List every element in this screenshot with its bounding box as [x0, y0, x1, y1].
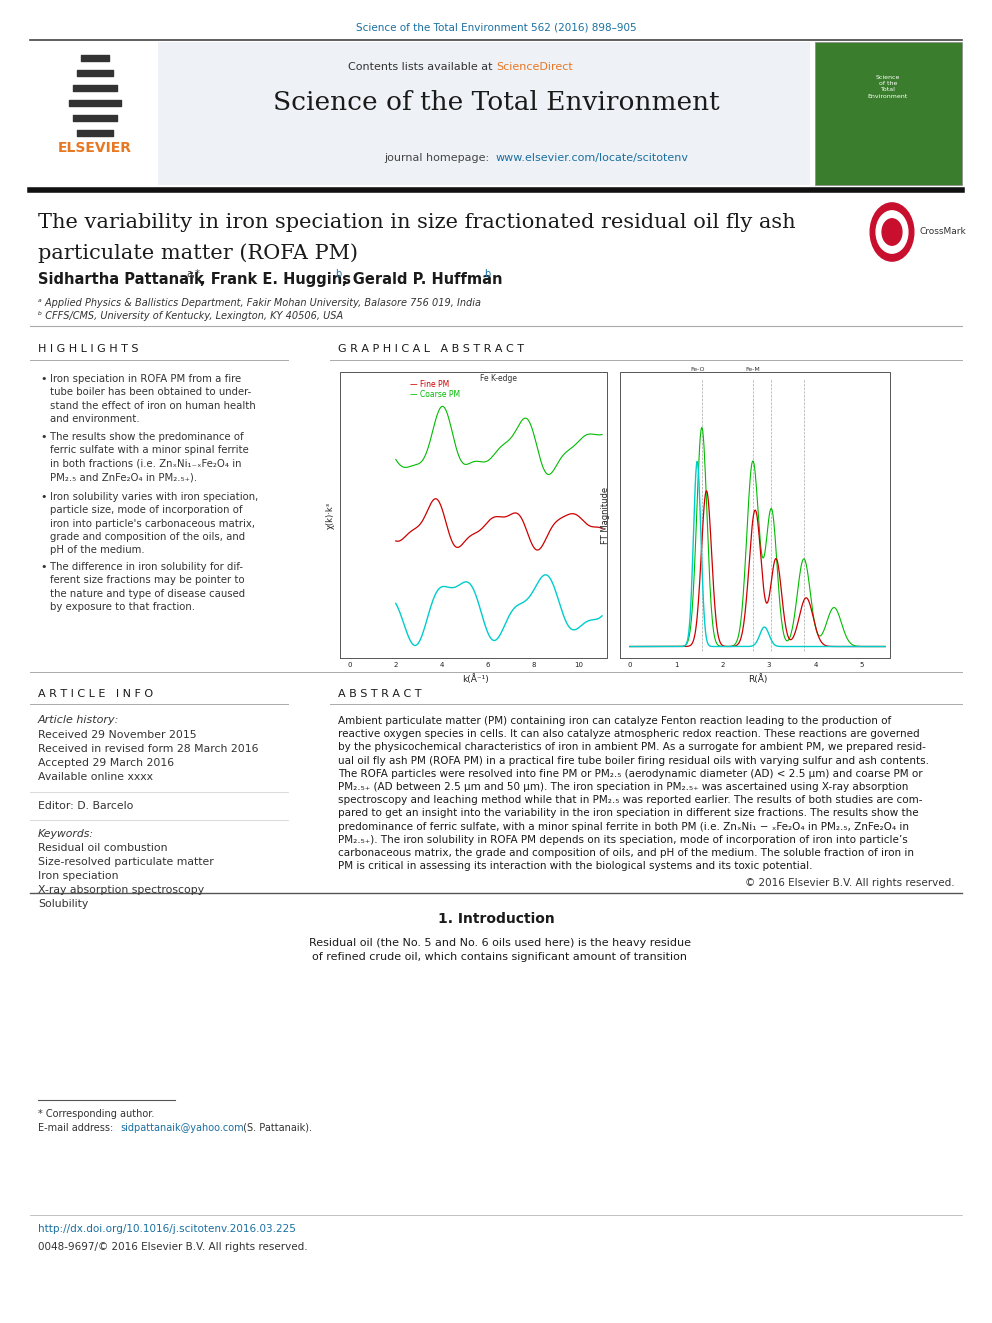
Text: 1. Introduction: 1. Introduction	[437, 912, 555, 926]
Text: particulate matter (ROFA PM): particulate matter (ROFA PM)	[38, 243, 358, 263]
Text: by the physicochemical characteristics of iron in ambient PM. As a surrogate for: by the physicochemical characteristics o…	[338, 742, 926, 753]
Text: Iron solubility varies with iron speciation,
particle size, mode of incorporatio: Iron solubility varies with iron speciat…	[50, 492, 258, 556]
Text: , Gerald P. Huffman: , Gerald P. Huffman	[342, 273, 503, 287]
Text: •: •	[40, 433, 47, 442]
Text: a,*: a,*	[186, 269, 199, 279]
Text: 1: 1	[674, 662, 679, 668]
Text: R(Å): R(Å)	[748, 673, 767, 684]
Text: k(Å⁻¹): k(Å⁻¹)	[462, 673, 489, 684]
Text: 4: 4	[813, 662, 817, 668]
Text: Science of the Total Environment: Science of the Total Environment	[273, 90, 719, 115]
Text: Ambient particulate matter (PM) containing iron can catalyze Fenton reaction lea: Ambient particulate matter (PM) containi…	[338, 716, 891, 726]
Text: PM is critical in assessing its interaction with the biological systems and its : PM is critical in assessing its interact…	[338, 861, 812, 872]
Text: (S. Pattanaik).: (S. Pattanaik).	[240, 1123, 312, 1132]
Text: Article history:: Article history:	[38, 714, 119, 725]
Text: b: b	[484, 269, 490, 279]
Text: Sidhartha Pattanaik: Sidhartha Pattanaik	[38, 273, 203, 287]
Text: journal homepage:: journal homepage:	[384, 153, 496, 163]
Text: 8: 8	[531, 662, 536, 668]
Text: carbonaceous matrix, the grade and composition of oils, and pH of the medium. Th: carbonaceous matrix, the grade and compo…	[338, 848, 914, 859]
Text: , Frank E. Huggins: , Frank E. Huggins	[200, 273, 351, 287]
Text: Fe-O: Fe-O	[689, 366, 704, 372]
Text: 2: 2	[394, 662, 398, 668]
Text: Science
of the
Total
Environment: Science of the Total Environment	[868, 75, 908, 99]
Text: Contents lists available at: Contents lists available at	[348, 62, 496, 71]
Text: http://dx.doi.org/10.1016/j.scitotenv.2016.03.225: http://dx.doi.org/10.1016/j.scitotenv.20…	[38, 1224, 296, 1234]
Text: The variability in iron speciation in size fractionated residual oil fly ash: The variability in iron speciation in si…	[38, 213, 796, 232]
Text: •: •	[40, 562, 47, 572]
Text: ᵃ Applied Physics & Ballistics Department, Fakir Mohan University, Balasore 756 : ᵃ Applied Physics & Ballistics Departmen…	[38, 298, 481, 308]
Text: •: •	[40, 492, 47, 501]
Text: The ROFA particles were resolved into fine PM or PM₂.₅ (aerodynamic diameter (AD: The ROFA particles were resolved into fi…	[338, 769, 923, 779]
Text: FT Magnitude: FT Magnitude	[600, 487, 610, 544]
Text: 2: 2	[720, 662, 725, 668]
Text: Accepted 29 March 2016: Accepted 29 March 2016	[38, 758, 175, 767]
Text: 6: 6	[485, 662, 490, 668]
Text: PM₂.₅₊). The iron solubility in ROFA PM depends on its speciation, mode of incor: PM₂.₅₊). The iron solubility in ROFA PM …	[338, 835, 908, 845]
Text: The difference in iron solubility for dif-
ferent size fractions may be pointer : The difference in iron solubility for di…	[50, 562, 245, 613]
Text: Residual oil combustion: Residual oil combustion	[38, 843, 168, 853]
Text: Keywords:: Keywords:	[38, 830, 94, 839]
Circle shape	[876, 210, 908, 253]
Text: Available online xxxx: Available online xxxx	[38, 773, 153, 782]
Text: ScienceDirect: ScienceDirect	[496, 62, 572, 71]
Text: b: b	[335, 269, 341, 279]
Text: Iron speciation in ROFA PM from a fire
tube boiler has been obtained to under-
s: Iron speciation in ROFA PM from a fire t…	[50, 374, 256, 425]
Text: www.elsevier.com/locate/scitotenv: www.elsevier.com/locate/scitotenv	[496, 153, 689, 163]
Text: 4: 4	[439, 662, 443, 668]
Text: CrossMark: CrossMark	[920, 228, 967, 237]
Text: G R A P H I C A L   A B S T R A C T: G R A P H I C A L A B S T R A C T	[338, 344, 524, 355]
FancyBboxPatch shape	[815, 42, 962, 185]
Text: H I G H L I G H T S: H I G H L I G H T S	[38, 344, 139, 355]
Text: Received 29 November 2015: Received 29 November 2015	[38, 730, 196, 740]
Text: pared to get an insight into the variability in the iron speciation in different: pared to get an insight into the variabi…	[338, 808, 919, 819]
Text: © 2016 Elsevier B.V. All rights reserved.: © 2016 Elsevier B.V. All rights reserved…	[745, 878, 955, 888]
Text: — Fine PM: — Fine PM	[410, 380, 449, 389]
Text: Iron speciation: Iron speciation	[38, 871, 118, 881]
Text: ual oil fly ash PM (ROFA PM) in a practical fire tube boiler firing residual oil: ual oil fly ash PM (ROFA PM) in a practi…	[338, 755, 929, 766]
Text: 0: 0	[347, 662, 352, 668]
Text: of refined crude oil, which contains significant amount of transition: of refined crude oil, which contains sig…	[312, 953, 687, 962]
Circle shape	[882, 218, 902, 245]
Circle shape	[870, 202, 914, 261]
Text: A R T I C L E   I N F O: A R T I C L E I N F O	[38, 689, 153, 699]
Text: Solubility: Solubility	[38, 900, 88, 909]
Text: χ(k)·k³: χ(k)·k³	[325, 501, 334, 529]
Text: Size-resolved particulate matter: Size-resolved particulate matter	[38, 857, 213, 867]
Text: predominance of ferric sulfate, with a minor spinal ferrite in both PM (i.e. Znₓ: predominance of ferric sulfate, with a m…	[338, 822, 909, 832]
Text: — Coarse PM: — Coarse PM	[410, 390, 460, 400]
Text: Editor: D. Barcelo: Editor: D. Barcelo	[38, 800, 133, 811]
Text: Residual oil (the No. 5 and No. 6 oils used here) is the heavy residue: Residual oil (the No. 5 and No. 6 oils u…	[309, 938, 691, 949]
Text: X-ray absorption spectroscopy: X-ray absorption spectroscopy	[38, 885, 204, 894]
Text: A B S T R A C T: A B S T R A C T	[338, 689, 422, 699]
Text: Received in revised form 28 March 2016: Received in revised form 28 March 2016	[38, 744, 259, 754]
Text: The results show the predominance of
ferric sulfate with a minor spinal ferrite
: The results show the predominance of fer…	[50, 433, 249, 482]
Text: PM₂.₅₊ (AD between 2.5 μm and 50 μm). The iron speciation in PM₂.₅₊ was ascertai: PM₂.₅₊ (AD between 2.5 μm and 50 μm). Th…	[338, 782, 909, 792]
Text: 5: 5	[860, 662, 864, 668]
Text: spectroscopy and leaching method while that in PM₂.₅ was reported earlier. The r: spectroscopy and leaching method while t…	[338, 795, 923, 806]
Text: 0: 0	[628, 662, 632, 668]
Text: * Corresponding author.: * Corresponding author.	[38, 1109, 155, 1119]
Text: 3: 3	[767, 662, 772, 668]
Text: Science of the Total Environment 562 (2016) 898–905: Science of the Total Environment 562 (20…	[356, 22, 636, 32]
Text: reactive oxygen species in cells. It can also catalyze atmospheric redox reactio: reactive oxygen species in cells. It can…	[338, 729, 920, 740]
Text: •: •	[40, 374, 47, 384]
Text: Fe K-edge: Fe K-edge	[480, 374, 517, 382]
Text: ELSEVIER: ELSEVIER	[58, 142, 132, 155]
Text: 10: 10	[574, 662, 583, 668]
Text: ᵇ CFFS/CMS, University of Kentucky, Lexington, KY 40506, USA: ᵇ CFFS/CMS, University of Kentucky, Lexi…	[38, 311, 343, 321]
Text: Fe-M: Fe-M	[745, 366, 760, 372]
Text: 0048-9697/© 2016 Elsevier B.V. All rights reserved.: 0048-9697/© 2016 Elsevier B.V. All right…	[38, 1242, 308, 1252]
Text: sidpattanaik@yahoo.com: sidpattanaik@yahoo.com	[120, 1123, 244, 1132]
FancyBboxPatch shape	[158, 42, 810, 185]
Text: E-mail address:: E-mail address:	[38, 1123, 116, 1132]
